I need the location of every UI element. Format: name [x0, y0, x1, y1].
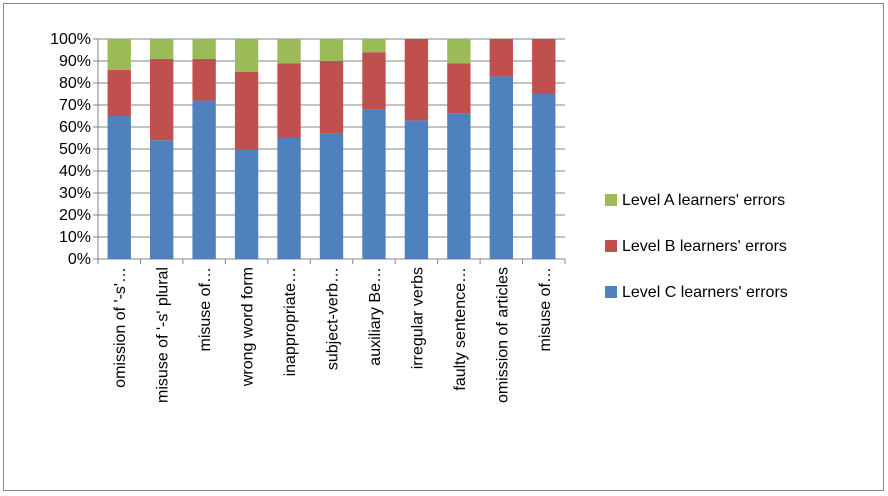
x-category-label: wrong word form	[240, 267, 257, 387]
legend-label: Level C learners' errors	[622, 284, 788, 301]
x-category-label: auxiliary Be…	[367, 267, 384, 366]
bar-segment	[234, 72, 259, 149]
legend-swatch	[605, 286, 617, 298]
y-tick-label: 90%	[59, 53, 91, 70]
y-tick-label: 20%	[59, 207, 91, 224]
bar-segment	[150, 39, 174, 59]
bar-segment	[234, 149, 259, 259]
bar-segment	[404, 120, 429, 260]
bar-segment	[277, 39, 301, 64]
legend-swatch	[605, 240, 617, 252]
bar-segment	[107, 69, 131, 116]
bar-segment	[447, 39, 471, 64]
legend-label: Level A learners' errors	[622, 192, 785, 209]
legend: Level A learners' errors Level B learners…	[605, 192, 788, 301]
bar-segment	[362, 109, 386, 260]
y-tick-label: 70%	[59, 97, 91, 114]
y-tick-label: 80%	[59, 75, 91, 92]
bar-segment	[532, 39, 556, 94]
bar-segment	[192, 100, 216, 259]
y-tick-label: 60%	[59, 119, 91, 136]
bar-segment	[362, 39, 386, 53]
x-category-label: omission of articles	[494, 267, 511, 403]
legend-label: Level B learners' errors	[622, 238, 787, 255]
bar-segment	[277, 63, 301, 139]
x-category-label: inappropriate…	[282, 267, 299, 376]
bar-segment	[192, 58, 216, 101]
bar-segment	[447, 113, 471, 259]
bar-segment	[319, 39, 344, 61]
y-tick-label: 100%	[50, 31, 91, 48]
y-axis-tick-labels: 0% 10% 20% 30% 40% 50% 60% 70% 80% 90% 100%	[50, 31, 91, 268]
x-category-label: faulty sentence…	[452, 267, 469, 391]
bar-segment	[107, 39, 131, 70]
bar-segment	[447, 63, 471, 114]
x-category-label: misuse of…	[537, 267, 554, 351]
y-tick-label: 10%	[59, 229, 91, 246]
bar-segment	[277, 138, 301, 259]
bar-segment	[107, 116, 131, 259]
x-category-label: omission of '-s'…	[112, 267, 129, 388]
bar-segment	[404, 39, 429, 121]
bar-segment	[234, 39, 259, 72]
bar-segment	[319, 133, 344, 259]
bar-segment	[532, 94, 556, 259]
x-axis-category-labels: omission of '-s'… misuse of '-s' plural mi…	[97, 259, 566, 403]
x-category-label: irregular verbs	[409, 267, 426, 369]
y-tick-label: 0%	[68, 251, 91, 268]
bars	[107, 39, 556, 260]
bar-segment	[192, 39, 216, 59]
x-category-label: misuse of '-s' plural	[155, 267, 172, 403]
y-tick-label: 50%	[59, 141, 91, 158]
y-tick-label: 30%	[59, 185, 91, 202]
bar-segment	[150, 58, 174, 141]
bar-segment	[150, 140, 174, 259]
x-category-label: subject-verb…	[325, 267, 342, 370]
bar-segment	[362, 52, 386, 110]
legend-swatch	[605, 194, 617, 206]
y-tick-label: 40%	[59, 163, 91, 180]
bar-segment	[489, 39, 513, 77]
x-category-label: misuse of…	[197, 267, 214, 351]
chart-frame	[3, 3, 884, 491]
bar-segment	[489, 76, 513, 260]
bar-segment	[319, 61, 344, 134]
